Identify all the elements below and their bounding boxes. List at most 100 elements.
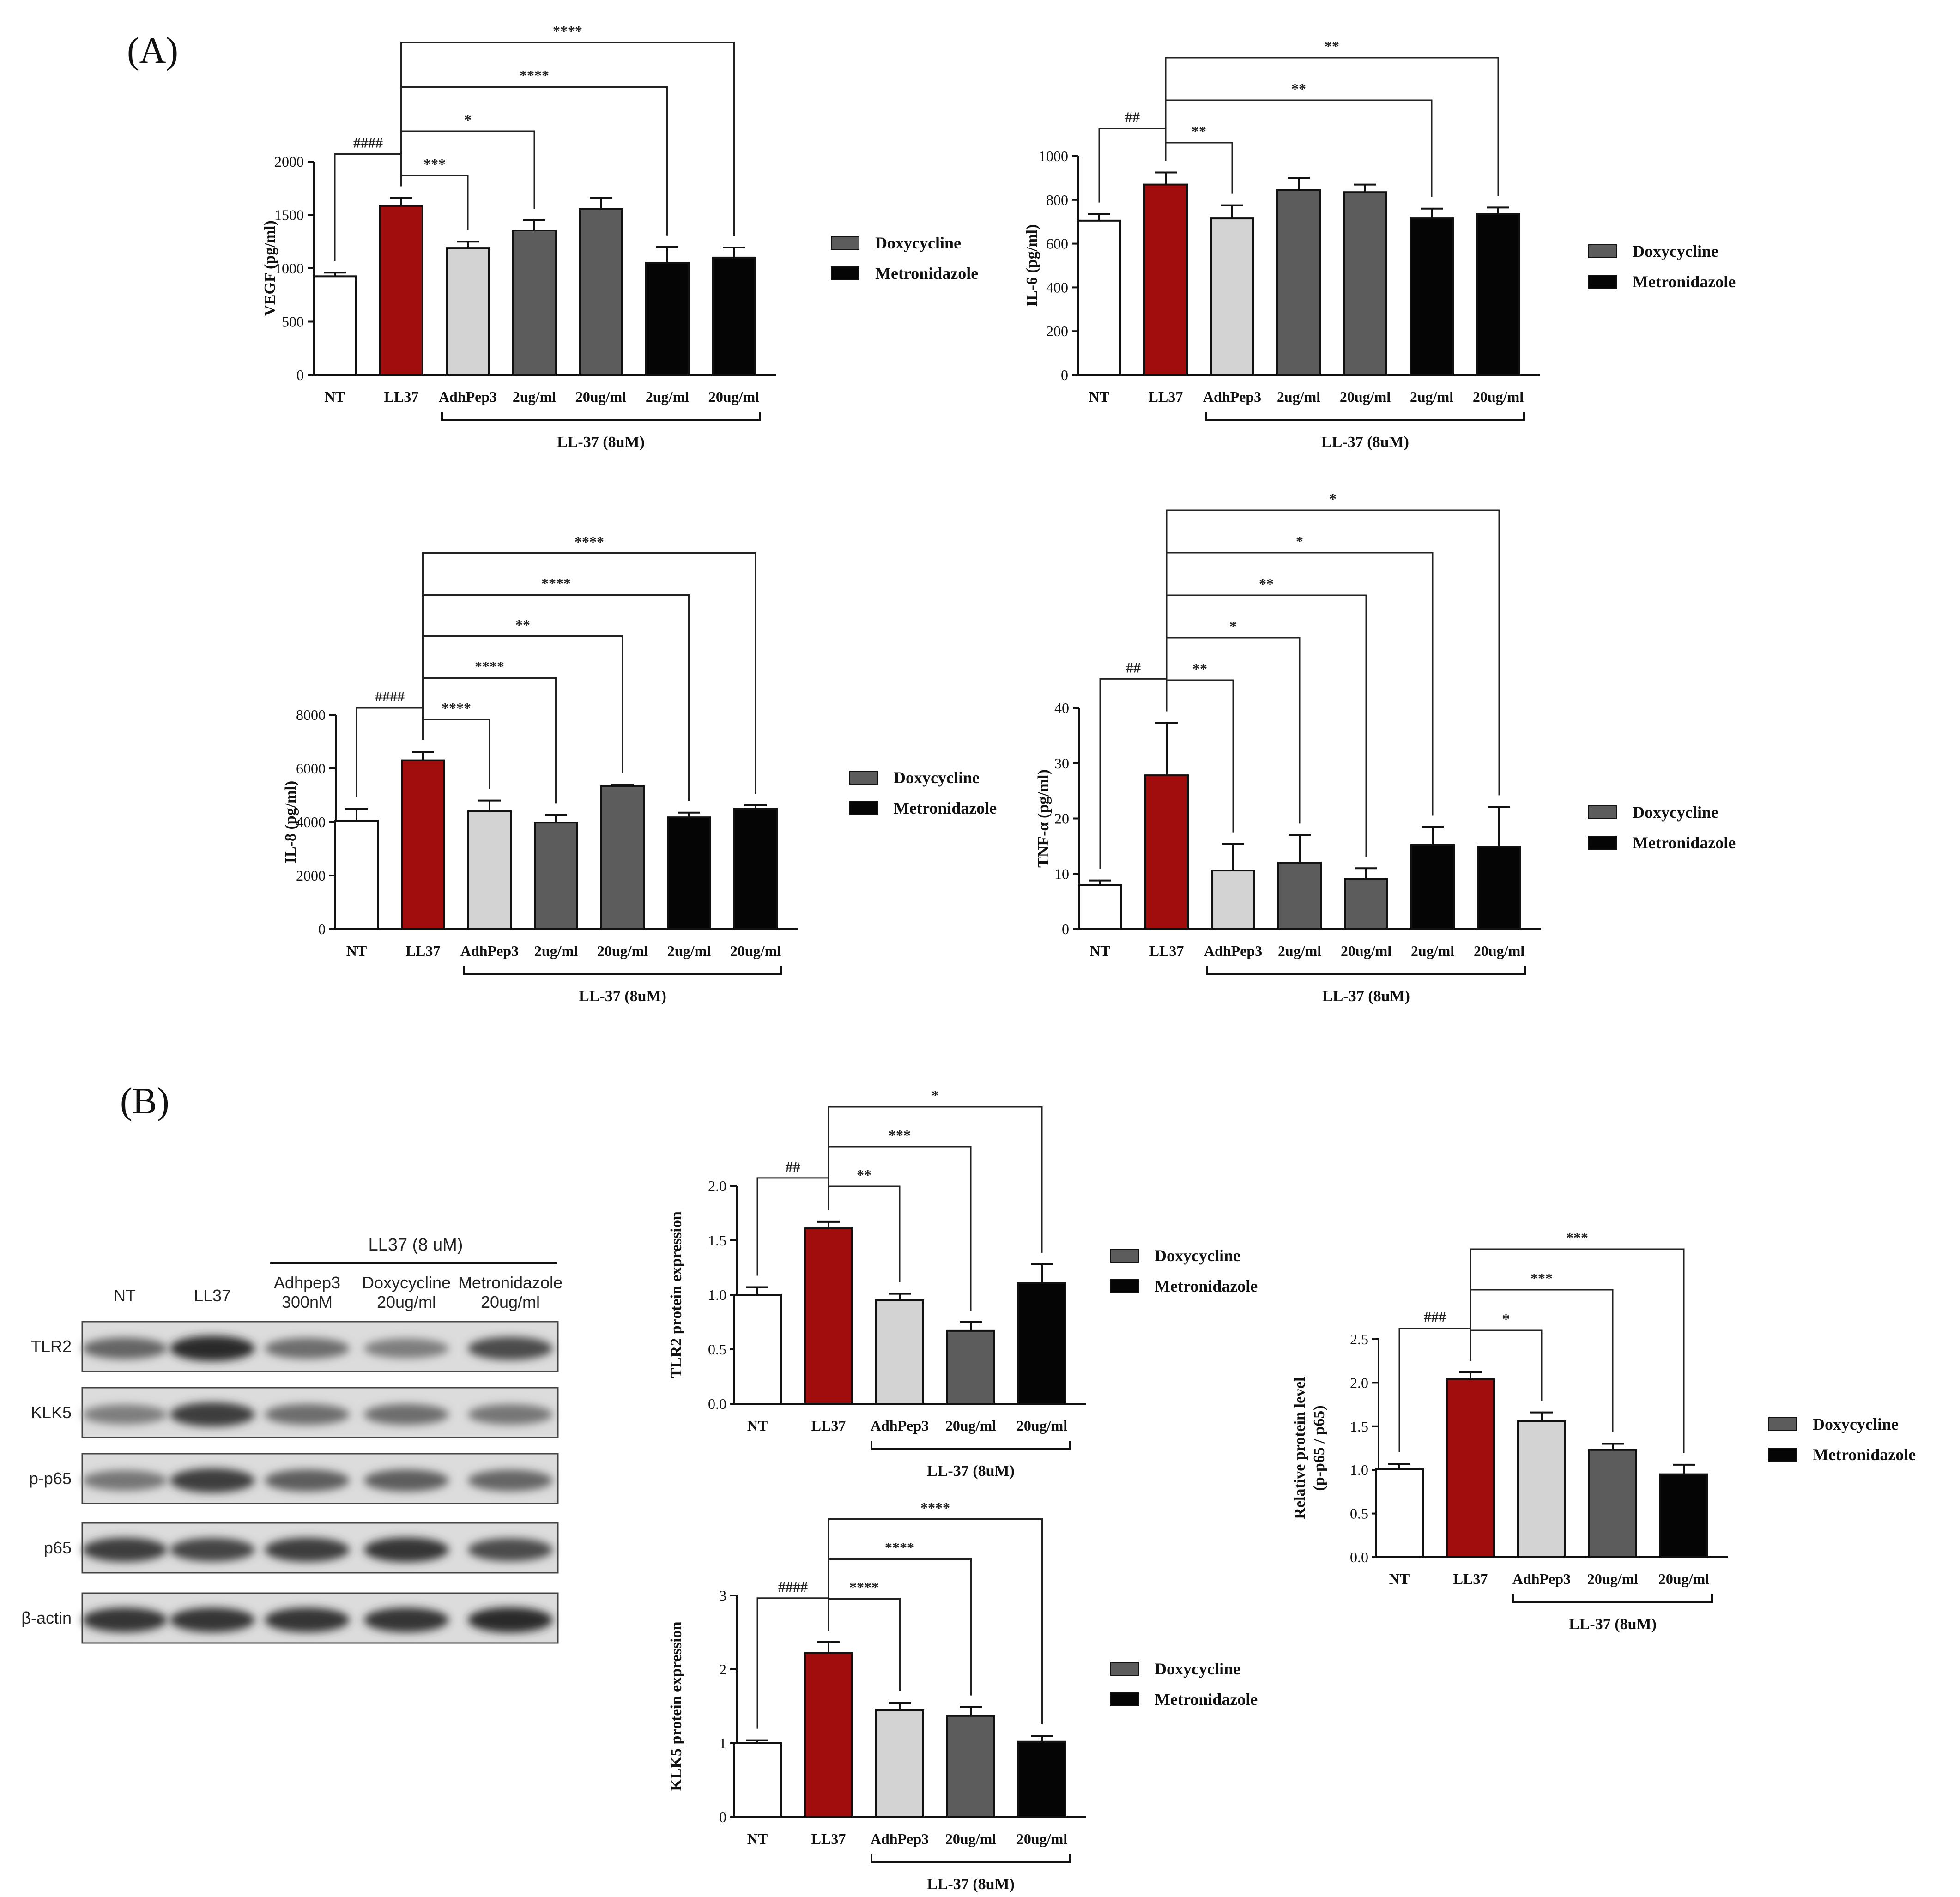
blot-band <box>82 1470 167 1491</box>
significance-label: * <box>1229 618 1237 634</box>
blot-row-label: TLR2 <box>31 1337 72 1356</box>
treatment-bracket <box>1512 1594 1713 1603</box>
bar-il8-1 <box>401 759 445 930</box>
y-tick-label: 600 <box>1046 236 1068 252</box>
bar-tnf-4 <box>1344 878 1388 930</box>
y-tick-label: 1.0 <box>708 1287 726 1303</box>
blot-band <box>82 1537 167 1562</box>
y-tick-label: 20 <box>1054 810 1069 827</box>
x-tick-label: 20ug/ml <box>1016 1417 1067 1434</box>
blot-lane-label: LL37 <box>194 1286 231 1305</box>
bar-pp65-2 <box>1517 1420 1566 1558</box>
bar-vegf-2 <box>446 247 490 376</box>
legend-label-dox: Doxycycline <box>1633 803 1718 822</box>
y-tick-label: 2000 <box>274 153 304 170</box>
blot-lane-label: NT <box>114 1286 136 1305</box>
chart-klk5: 0 1 2 3 KLK5 protein expression NT LL37 AdhPep3… <box>668 1499 1258 1893</box>
y-tick-label: 1500 <box>274 207 304 224</box>
y-tick-label: 1000 <box>274 260 304 277</box>
bar-pp65-3 <box>1588 1449 1637 1558</box>
legend-swatch-dox <box>1588 805 1617 819</box>
x-tick-label: 2ug/ml <box>1411 942 1454 959</box>
bar-pp65-4 <box>1659 1473 1708 1558</box>
bar-vegf-6 <box>712 256 756 376</box>
bar-il8-6 <box>733 808 778 930</box>
x-tick-label: 20ug/ml <box>730 942 781 959</box>
chart-tlr2: 0.0 0.5 1.0 1.5 2.0 TLR2 protein expression NT… <box>668 1087 1258 1480</box>
significance-label: **** <box>849 1579 879 1595</box>
chart-pp65: 0.0 0.5 1.0 1.5 2.0 2.5 Relative protein level… <box>1291 1229 1916 1633</box>
x-tick-label: 2ug/ml <box>513 388 556 405</box>
significance-label: ## <box>1125 109 1140 126</box>
legend-swatch-met <box>849 801 878 815</box>
y-axis-title: Relative protein level <box>1291 1377 1308 1519</box>
x-tick-label: 20ug/ml <box>575 388 626 405</box>
x-tick-label: AdhPep3 <box>1512 1571 1571 1587</box>
legend-label-met: Metronidazole <box>894 799 997 817</box>
bar-pp65-0 <box>1375 1468 1424 1559</box>
bar-il6-5 <box>1410 217 1454 376</box>
x-tick-label: 20ug/ml <box>1474 942 1524 959</box>
y-tick-label: 2.0 <box>1350 1374 1368 1391</box>
significance-label: *** <box>1530 1270 1553 1287</box>
bar-il6-0 <box>1077 219 1121 376</box>
x-tick-label: LL37 <box>384 388 419 405</box>
y-tick-label: 30 <box>1054 755 1069 772</box>
treatment-label: LL-37 (8uM) <box>557 434 645 451</box>
significance-bracket <box>828 1518 1043 1724</box>
bar-pp65-1 <box>1446 1378 1495 1558</box>
legend: Doxycycline Metronidazole <box>1110 1246 1258 1295</box>
blot-band <box>364 1469 449 1492</box>
significance-label: **** <box>920 1499 950 1516</box>
legend-label-dox: Doxycycline <box>1155 1246 1240 1265</box>
x-tick-label: 2ug/ml <box>534 942 578 959</box>
y-tick-label: 0.0 <box>1350 1549 1368 1565</box>
blot-lane-label: Adhpep3 <box>274 1273 340 1292</box>
y-tick-label: 1.5 <box>1350 1418 1368 1435</box>
legend-label-met: Metronidazole <box>1155 1690 1258 1709</box>
blot-band <box>468 1404 553 1425</box>
y-tick-label: 0 <box>296 367 304 383</box>
y-tick-label: 800 <box>1046 192 1068 208</box>
treatment-label: LL-37 (8uM) <box>927 1462 1015 1480</box>
x-tick-label: 2ug/ml <box>667 942 711 959</box>
bar-tnf-6 <box>1477 846 1521 930</box>
x-tick-label: NT <box>747 1417 768 1434</box>
x-tick-label: LL37 <box>1453 1571 1488 1587</box>
blot-band <box>468 1337 553 1360</box>
bar-klk5-1 <box>804 1652 853 1818</box>
y-tick-label: 2.5 <box>1350 1331 1368 1347</box>
bar-tnf-5 <box>1410 844 1455 930</box>
blot-band <box>265 1537 350 1562</box>
bar-tlr2-0 <box>733 1294 782 1405</box>
legend-label-met: Metronidazole <box>1813 1445 1916 1464</box>
y-tick-label: 2000 <box>296 867 326 884</box>
blot-row-label: KLK5 <box>31 1403 72 1422</box>
bar-tnf-1 <box>1144 774 1189 930</box>
legend-label-dox: Doxycycline <box>1155 1660 1240 1678</box>
significance-label: * <box>1296 533 1303 550</box>
y-tick-label: 2.0 <box>708 1178 726 1194</box>
blot-band <box>468 1469 553 1492</box>
bar-il8-3 <box>534 822 578 930</box>
x-tick-label: AdhPep3 <box>871 1417 929 1434</box>
bar-tlr2-2 <box>875 1299 924 1405</box>
y-tick-label: 1.5 <box>708 1232 726 1249</box>
x-tick-label: AdhPep3 <box>1204 942 1262 959</box>
x-tick-label: 20ug/ml <box>1340 388 1391 405</box>
bar-klk5-3 <box>946 1715 995 1818</box>
y-tick-label: 8000 <box>296 707 326 723</box>
significance-bracket <box>1165 57 1499 196</box>
x-tick-label: LL37 <box>811 1417 846 1434</box>
chart-vegf: 0 500 1000 1500 2000 VEGF (pg/ml) NT LL37 AdhPep… <box>261 23 978 451</box>
x-tick-label: 2ug/ml <box>1410 388 1453 405</box>
significance-bracket <box>1470 1248 1685 1453</box>
significance-label: ### <box>1424 1309 1446 1325</box>
blot-lane-label: Doxycycline <box>362 1273 451 1292</box>
bar-il6-3 <box>1276 189 1321 376</box>
significance-bracket <box>1166 594 1367 857</box>
treatment-bracket <box>441 412 761 421</box>
bar-tnf-2 <box>1211 870 1255 930</box>
legend-label-met: Metronidazole <box>1155 1277 1258 1295</box>
significance-label: **** <box>553 23 582 39</box>
